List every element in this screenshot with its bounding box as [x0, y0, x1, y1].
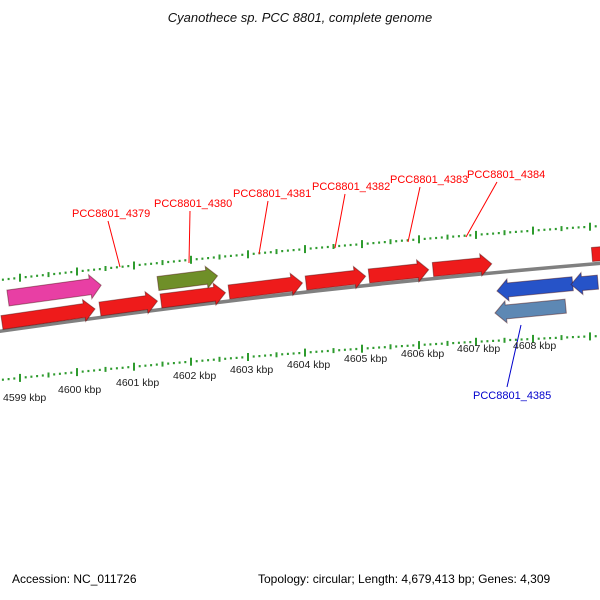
gene-arrow-reverse[interactable] — [570, 271, 600, 296]
ruler-label: 4603 kbp — [230, 364, 273, 376]
ruler-label: 4607 kbp — [457, 343, 500, 355]
label-leader-line — [258, 200, 269, 255]
gene-label-pcc8801-4381[interactable]: PCC8801_4381 — [233, 188, 311, 200]
gene-arrow-reverse[interactable] — [496, 273, 574, 303]
gene-arrow[interactable] — [159, 282, 227, 312]
gene-label-pcc8801-4383[interactable]: PCC8801_4383 — [390, 174, 468, 186]
gene-label-pcc8801-4380[interactable]: PCC8801_4380 — [154, 198, 232, 210]
gene-label-pcc8801-4379[interactable]: PCC8801_4379 — [72, 208, 150, 220]
gene-arrow-pink[interactable] — [6, 273, 102, 310]
label-leader-line — [334, 193, 346, 249]
gene-arrow-pcc8801-4380[interactable] — [156, 265, 219, 294]
label-leader-line — [506, 324, 522, 388]
ruler-label: 4599 kbp — [3, 392, 46, 404]
gene-arrow-pcc8801-4381[interactable] — [227, 272, 304, 303]
label-leader-line — [465, 181, 498, 238]
page-title: Cyanothece sp. PCC 8801, complete genome — [167, 10, 433, 25]
gene-label-pcc8801-4384[interactable]: PCC8801_4384 — [467, 169, 545, 181]
ruler-label: 4600 kbp — [58, 384, 101, 396]
gene-arrow-pcc8801-4383[interactable] — [367, 258, 430, 287]
gene-label-pcc8801-4385[interactable]: PCC8801_4385 — [473, 390, 551, 402]
ruler-label: 4606 kbp — [401, 348, 444, 360]
gene-arrow[interactable] — [0, 298, 96, 333]
gene-arrow[interactable] — [590, 241, 600, 266]
gene-arrow-pcc8801-4385[interactable] — [494, 295, 567, 325]
ruler-label: 4605 kbp — [344, 353, 387, 365]
gene-arrow-pcc8801-4384[interactable] — [431, 252, 493, 281]
scale-ticks-lower — [1, 332, 597, 382]
accession-text: Accession: NC_011726 — [12, 572, 137, 586]
gene-label-pcc8801-4382[interactable]: PCC8801_4382 — [312, 181, 390, 193]
gene-arrow-pcc8801-4382[interactable] — [304, 265, 367, 294]
gene-arrow-pcc8801-4379[interactable] — [98, 290, 159, 320]
label-leader-line — [107, 220, 121, 268]
label-leader-line — [407, 186, 421, 243]
ruler-label: 4601 kbp — [116, 377, 159, 389]
ruler-label: 4604 kbp — [287, 359, 330, 371]
ruler-label: 4602 kbp — [173, 370, 216, 382]
label-leader-line — [188, 210, 191, 264]
scale-ticks-upper — [1, 222, 597, 282]
ruler-label: 4608 kbp — [513, 340, 556, 352]
genome-axis — [0, 261, 600, 334]
topology-text: Topology: circular; Length: 4,679,413 bp… — [258, 572, 551, 586]
